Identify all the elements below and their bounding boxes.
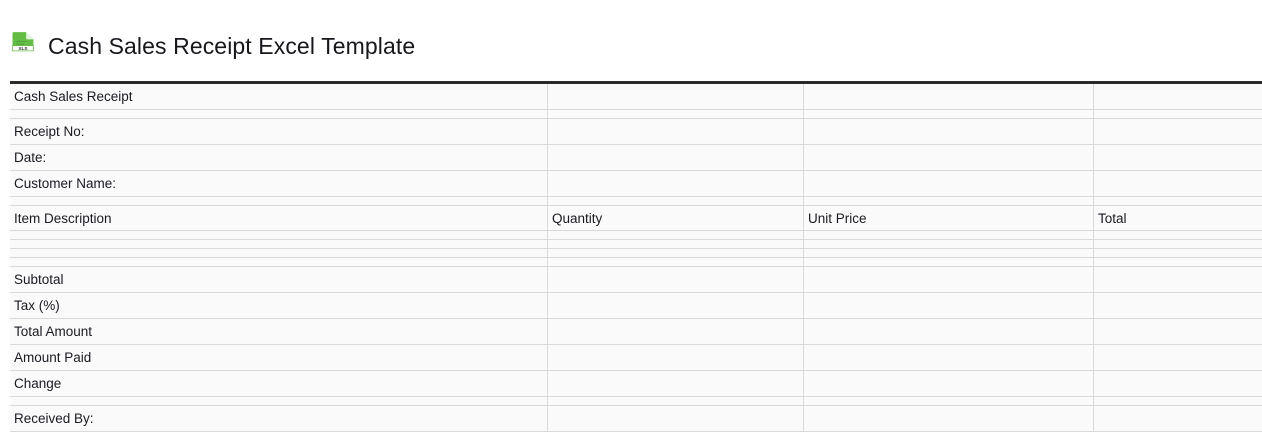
svg-text:XLS: XLS xyxy=(18,46,27,51)
